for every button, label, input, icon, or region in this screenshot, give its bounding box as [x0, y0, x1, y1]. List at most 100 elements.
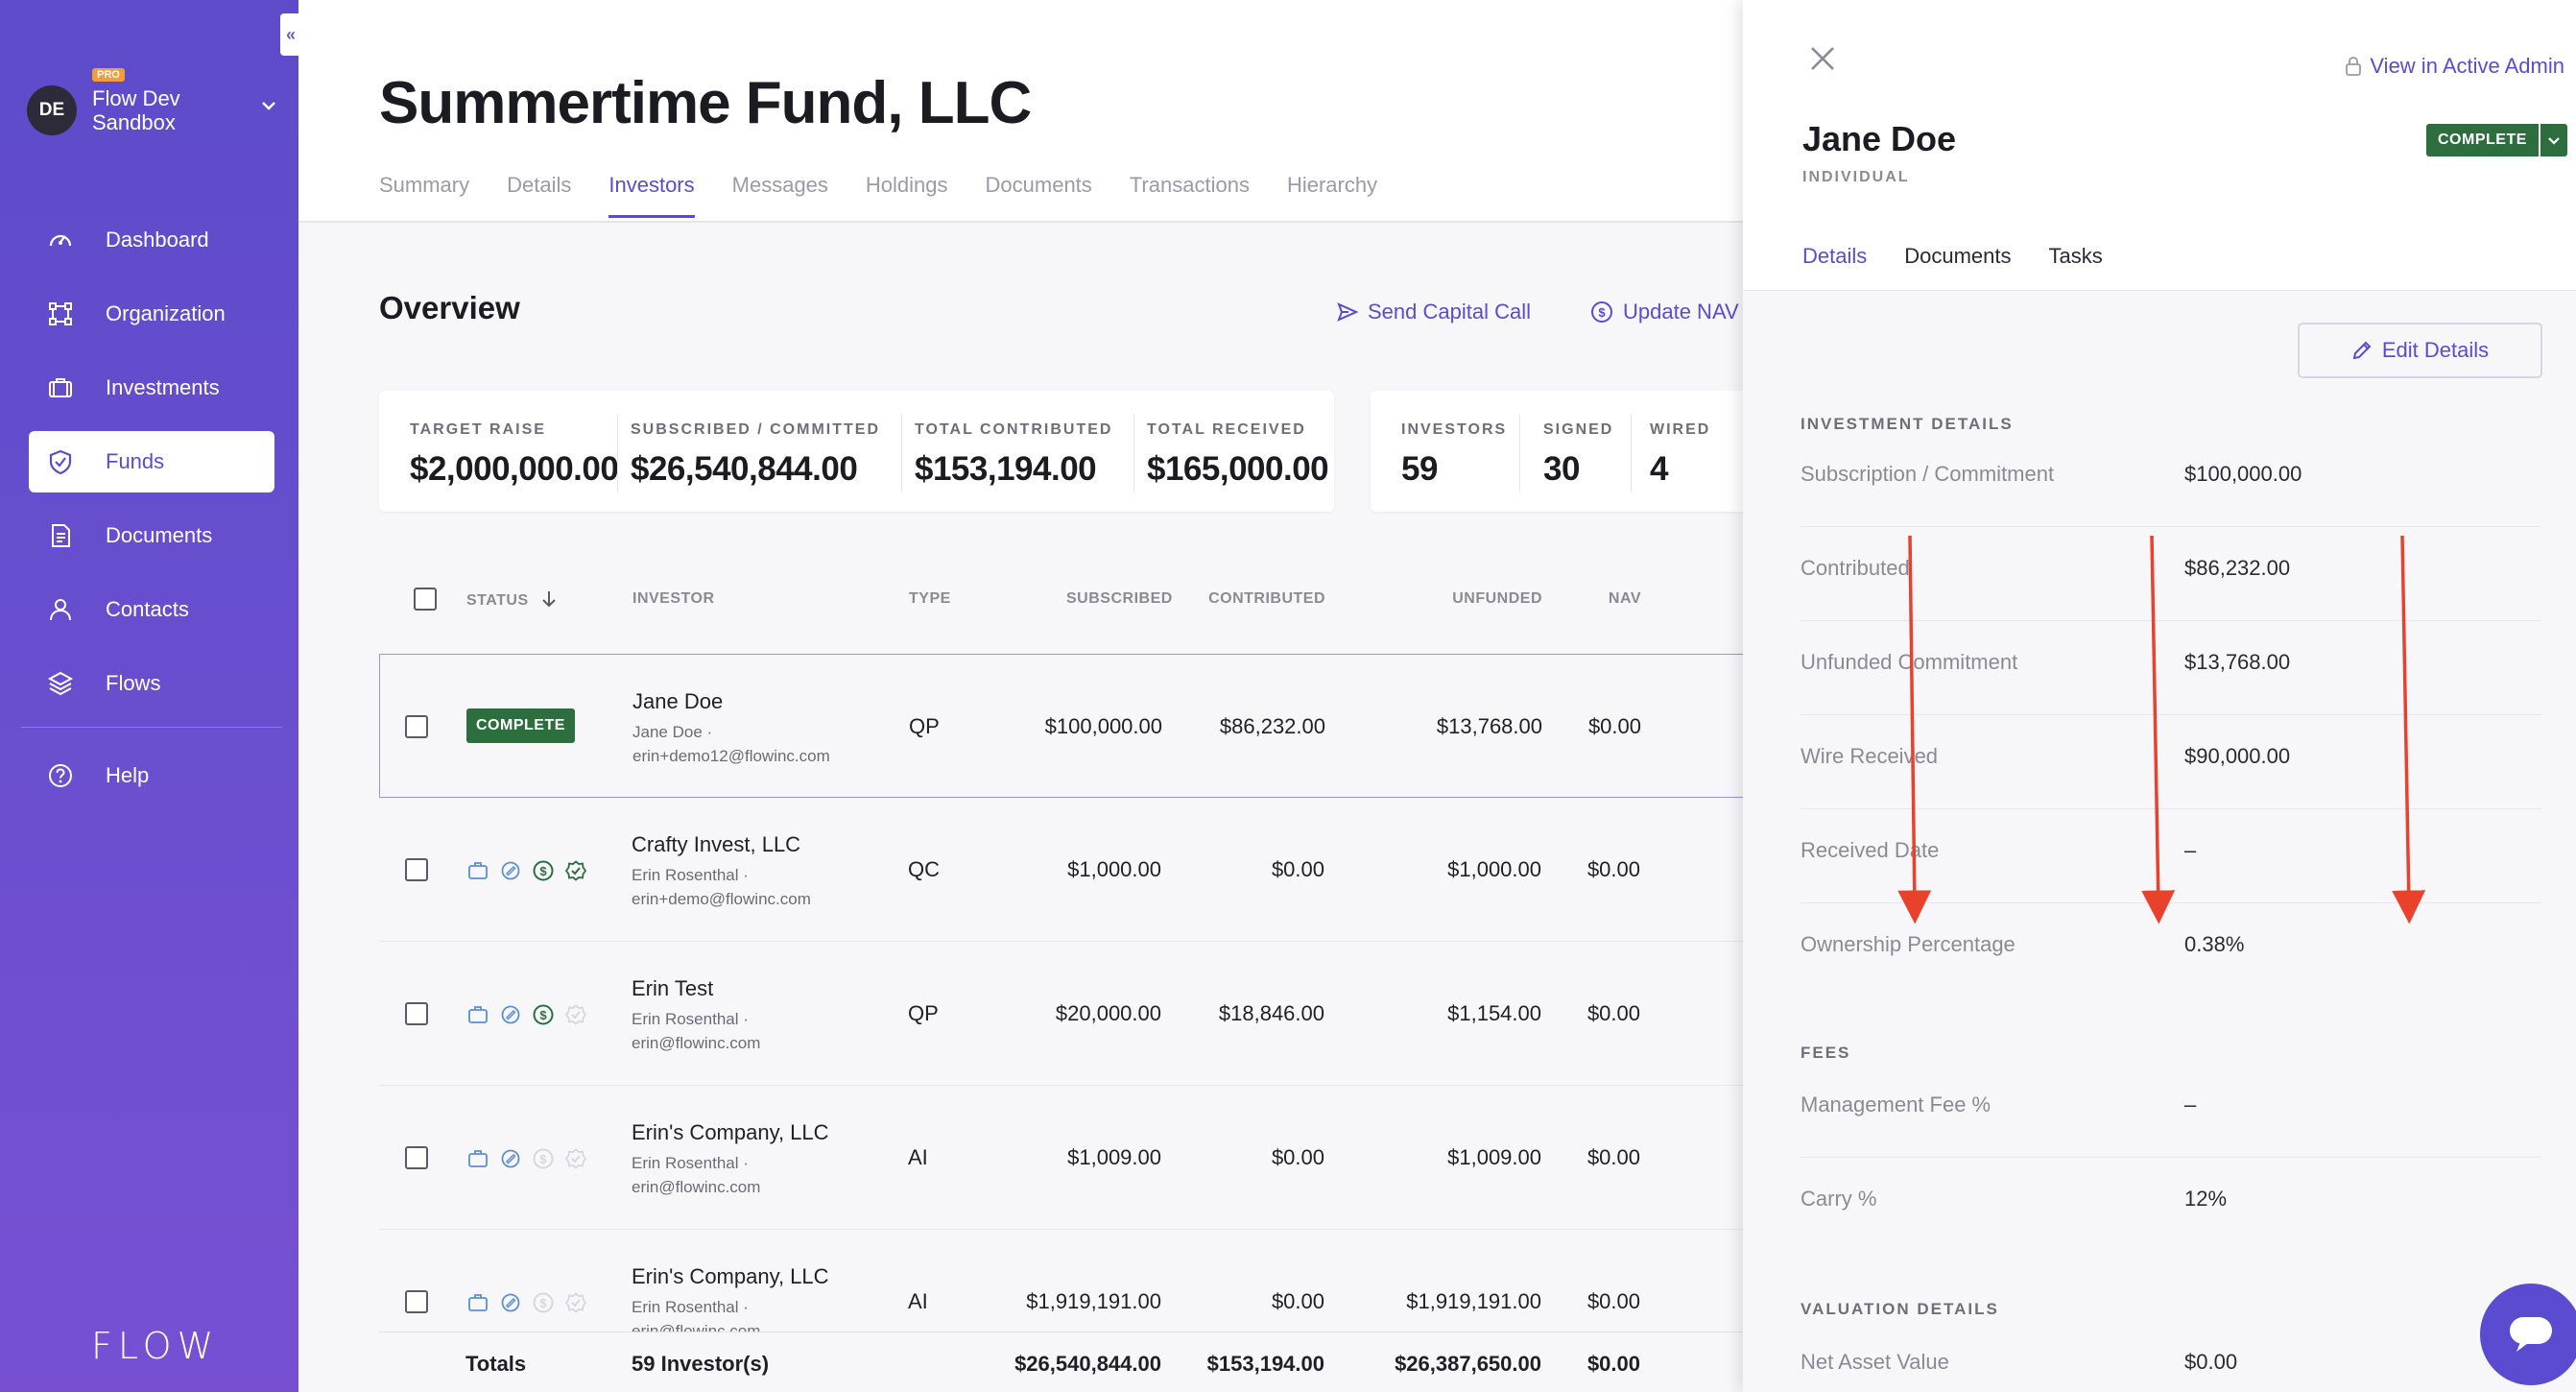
page-header: Summertime Fund, LLC Summary Details Inv…	[298, 0, 1743, 223]
contributed-cell: $0.00	[1271, 1145, 1324, 1169]
investor-contact: Erin Rosenthal ·	[632, 1298, 749, 1316]
table-row[interactable]: $ Erin's Company, LLC Erin Rosenthal · e…	[379, 1230, 1743, 1332]
sidebar-item-organization[interactable]: Organization	[29, 283, 274, 345]
investor-name: Erin's Company, LLC	[632, 1120, 829, 1144]
column-header-nav[interactable]: NAV	[1608, 590, 1641, 607]
briefcase-icon	[467, 1004, 489, 1025]
tab-documents[interactable]: Documents	[985, 173, 1092, 197]
nav-cell: $0.00	[1586, 1001, 1640, 1025]
pencil-icon	[2352, 341, 2372, 360]
table-row[interactable]: COMPLETE Jane Doe Jane Doe · erin+demo12…	[379, 654, 1743, 798]
investor-email: erin+demo12@flowinc.com	[632, 747, 830, 765]
sidebar-item-dashboard[interactable]: Dashboard	[29, 209, 274, 271]
table-row[interactable]: $ Crafty Invest, LLC Erin Rosenthal · er…	[379, 798, 1743, 942]
person-icon	[46, 595, 75, 624]
sidebar-item-help[interactable]: Help	[29, 745, 274, 806]
investor-cell[interactable]: Erin's Company, LLC Erin Rosenthal · eri…	[632, 1120, 829, 1199]
stat-value: 4	[1650, 450, 1668, 488]
contributed-cell: $18,846.00	[1218, 1001, 1324, 1025]
investor-contact: Erin Rosenthal ·	[632, 1010, 749, 1028]
detail-value: 12%	[2184, 1187, 2228, 1211]
investor-cell[interactable]: Erin's Company, LLC Erin Rosenthal · eri…	[632, 1264, 829, 1332]
investor-cell[interactable]: Crafty Invest, LLC Erin Rosenthal · erin…	[632, 832, 811, 911]
tab-summary[interactable]: Summary	[379, 173, 470, 197]
column-header-type[interactable]: TYPE	[909, 590, 951, 607]
detail-label: Wire Received	[1801, 744, 1939, 768]
tab-documents[interactable]: Documents	[1904, 244, 2012, 268]
investor-cell[interactable]: Erin Test Erin Rosenthal · erin@flowinc.…	[632, 976, 760, 1055]
tab-holdings[interactable]: Holdings	[865, 173, 948, 197]
sidebar-item-investments[interactable]: Investments	[29, 357, 274, 419]
stat-subscribed: SUBSCRIBED / COMMITTED $26,540,844.00	[631, 421, 880, 489]
column-header-contributed[interactable]: CONTRIBUTED	[1208, 590, 1325, 607]
layers-icon	[46, 669, 75, 698]
row-checkbox[interactable]	[405, 1290, 428, 1313]
view-in-active-admin-link[interactable]: View in Active Admin	[2345, 54, 2564, 79]
status-icons: $	[467, 1292, 598, 1313]
row-checkbox[interactable]	[405, 1146, 428, 1169]
column-header-investor[interactable]: INVESTOR	[632, 590, 715, 607]
org-switcher[interactable]: DE PRO Flow Dev Sandbox	[27, 68, 276, 144]
collapse-sidebar-button[interactable]: «	[280, 13, 301, 56]
nav-cell: $0.00	[1586, 1289, 1640, 1313]
detail-row-ownership: Ownership Percentage 0.38%	[1801, 903, 2541, 997]
detail-value: $0.00	[2184, 1350, 2238, 1374]
fund-tabs: Summary Details Investors Messages Holdi…	[379, 173, 1415, 218]
update-nav-button[interactable]: $ Update NAV	[1590, 300, 1739, 324]
tab-hierarchy[interactable]: Hierarchy	[1286, 173, 1378, 197]
investor-name: Jane Doe	[632, 689, 724, 713]
sidebar-item-label: Help	[106, 763, 150, 787]
dollar-circle-icon: $	[533, 1004, 554, 1025]
stat-label: SIGNED	[1543, 421, 1614, 438]
investor-cell[interactable]: Jane Doe Jane Doe · erin+demo12@flowinc.…	[632, 689, 830, 768]
column-header-status[interactable]: STATUS	[466, 590, 557, 610]
totals-investors: 59 Investor(s)	[632, 1352, 770, 1376]
chat-support-button[interactable]	[2480, 1284, 2576, 1385]
sidebar-item-flows[interactable]: Flows	[29, 653, 274, 714]
help-icon	[46, 761, 75, 790]
detail-row-unfunded: Unfunded Commitment $13,768.00	[1801, 621, 2541, 715]
tab-tasks[interactable]: Tasks	[2048, 244, 2103, 268]
row-checkbox[interactable]	[405, 1002, 428, 1025]
tab-transactions[interactable]: Transactions	[1129, 173, 1250, 197]
dollar-circle-pending-icon: $	[533, 1292, 554, 1313]
close-button[interactable]	[1808, 44, 1837, 73]
send-capital-call-button[interactable]: Send Capital Call	[1337, 300, 1531, 324]
column-header-unfunded[interactable]: UNFUNDED	[1452, 590, 1542, 607]
table-row[interactable]: $ Erin's Company, LLC Erin Rosenthal · e…	[379, 1086, 1743, 1230]
sidebar-item-documents[interactable]: Documents	[29, 505, 274, 566]
table-row[interactable]: $ Erin Test Erin Rosenthal · erin@flowin…	[379, 942, 1743, 1086]
wire-check-icon	[565, 860, 586, 881]
status-badge: COMPLETE	[2426, 124, 2539, 156]
sidebar-item-funds[interactable]: Funds	[29, 431, 274, 492]
signature-icon	[500, 1004, 521, 1025]
drawer-tabs: Details Documents Tasks	[1802, 244, 2140, 293]
sidebar-item-contacts[interactable]: Contacts	[29, 579, 274, 640]
tab-details[interactable]: Details	[1802, 244, 1868, 293]
type-cell: QP	[909, 714, 940, 738]
type-cell: QC	[908, 857, 940, 881]
status-badge: COMPLETE	[466, 708, 575, 743]
detail-label: Management Fee %	[1801, 1092, 1992, 1116]
row-checkbox[interactable]	[405, 715, 428, 738]
investor-name: Crafty Invest, LLC	[632, 832, 801, 856]
stat-value: 30	[1543, 450, 1580, 488]
edit-details-button[interactable]: Edit Details	[2298, 323, 2542, 378]
tab-investors[interactable]: Investors	[608, 173, 695, 218]
status-dropdown[interactable]: COMPLETE	[2426, 124, 2567, 156]
tab-details[interactable]: Details	[507, 173, 572, 197]
stat-divider	[901, 414, 902, 492]
investor-detail-drawer: View in Active Admin Jane Doe INDIVIDUAL…	[1743, 0, 2576, 1392]
type-cell: AI	[908, 1145, 928, 1169]
select-all-checkbox[interactable]	[414, 588, 437, 611]
admin-link-label: View in Active Admin	[2370, 54, 2564, 78]
chevron-down-icon	[261, 98, 276, 115]
tab-messages[interactable]: Messages	[731, 173, 828, 197]
document-icon	[46, 521, 75, 550]
org-name-line2: Sandbox	[92, 110, 176, 134]
detail-label: Carry %	[1801, 1187, 1877, 1211]
subscribed-cell: $1,009.00	[1067, 1145, 1161, 1169]
row-checkbox[interactable]	[405, 858, 428, 881]
column-header-subscribed[interactable]: SUBSCRIBED	[1066, 590, 1173, 607]
svg-text:$: $	[539, 1296, 547, 1310]
